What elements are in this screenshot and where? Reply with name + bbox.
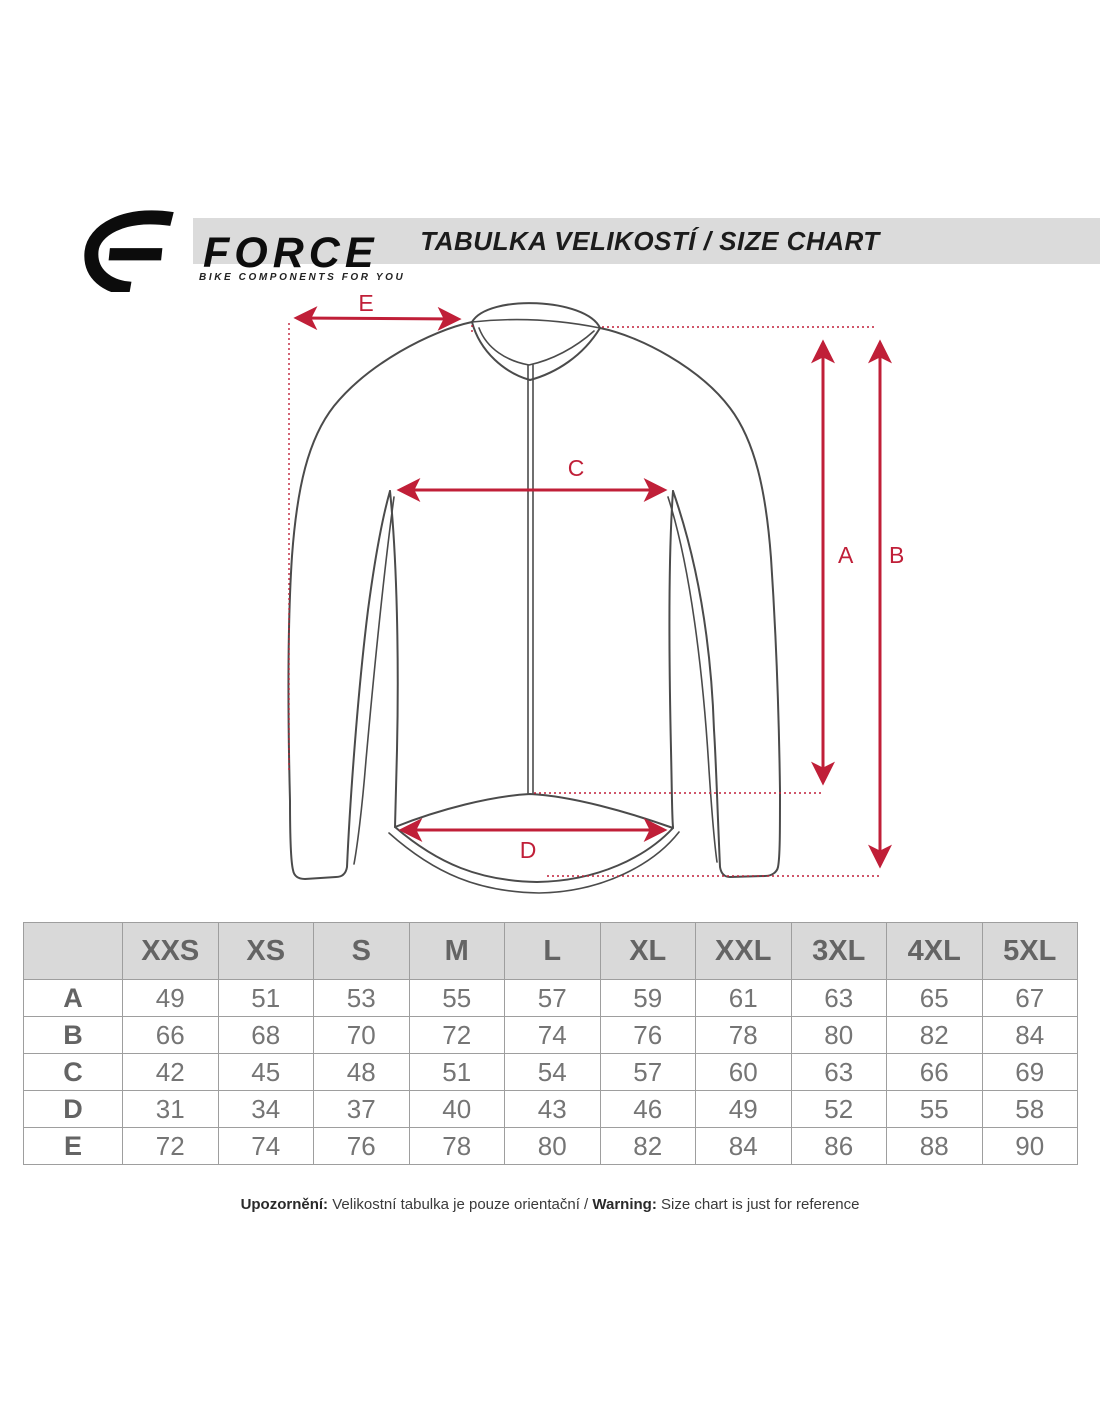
size-value-cell: 34 bbox=[217, 1090, 314, 1128]
size-value-cell: 84 bbox=[695, 1127, 792, 1165]
measurement-arrows: E C D A B bbox=[288, 290, 904, 877]
size-value-cell: 43 bbox=[504, 1090, 601, 1128]
size-value-cell: 78 bbox=[408, 1127, 505, 1165]
size-value-cell: 70 bbox=[313, 1016, 410, 1054]
size-column-header: 3XL bbox=[790, 922, 887, 980]
size-value-cell: 42 bbox=[122, 1053, 219, 1091]
row-label: D bbox=[23, 1090, 123, 1128]
brand-tagline: BIKE COMPONENTS FOR YOU bbox=[199, 272, 406, 283]
size-value-cell: 76 bbox=[599, 1016, 696, 1054]
measure-label-c: C bbox=[568, 455, 585, 481]
measurement-row: A 49 51 53 55 57 59 61 63 65 67 bbox=[23, 979, 1078, 1017]
size-value-cell: 63 bbox=[790, 979, 887, 1017]
size-value-cell: 54 bbox=[504, 1053, 601, 1091]
size-value-cell: 84 bbox=[981, 1016, 1078, 1054]
size-value-cell: 67 bbox=[981, 979, 1078, 1017]
footnote-cz-label: Upozornění: bbox=[240, 1196, 329, 1213]
size-table-header-row: XXS XS S M L XL XXL 3XL 4XL 5XL bbox=[23, 922, 1078, 980]
size-value-cell: 82 bbox=[886, 1016, 983, 1054]
page-title: TABULKA VELIKOSTÍ / SIZE CHART bbox=[420, 226, 880, 256]
row-label: A bbox=[23, 979, 123, 1017]
size-value-cell: 66 bbox=[122, 1016, 219, 1054]
measure-label-e: E bbox=[358, 290, 373, 316]
measurement-row: C 42 45 48 51 54 57 60 63 66 69 bbox=[23, 1053, 1078, 1091]
row-label: B bbox=[23, 1016, 123, 1054]
size-value-cell: 57 bbox=[504, 979, 601, 1017]
size-value-cell: 61 bbox=[695, 979, 792, 1017]
size-column-header: 5XL bbox=[981, 922, 1078, 980]
size-value-cell: 45 bbox=[217, 1053, 314, 1091]
force-logo-icon bbox=[84, 210, 174, 292]
size-value-cell: 86 bbox=[790, 1127, 887, 1165]
table-corner-cell bbox=[23, 922, 123, 980]
size-table: XXS XS S M L XL XXL 3XL 4XL 5XL A 49 51 53 55 57 59 61 63… bbox=[23, 922, 1078, 1165]
size-value-cell: 55 bbox=[886, 1090, 983, 1128]
size-value-cell: 49 bbox=[122, 979, 219, 1017]
size-value-cell: 69 bbox=[981, 1053, 1078, 1091]
arrow-e bbox=[293, 306, 462, 331]
size-value-cell: 57 bbox=[599, 1053, 696, 1091]
size-column-header: M bbox=[408, 922, 505, 980]
size-value-cell: 74 bbox=[504, 1016, 601, 1054]
size-value-cell: 59 bbox=[599, 979, 696, 1017]
size-value-cell: 37 bbox=[313, 1090, 410, 1128]
size-value-cell: 68 bbox=[217, 1016, 314, 1054]
jersey-outline bbox=[287, 302, 781, 894]
row-label: C bbox=[23, 1053, 123, 1091]
brand-name: FORCE bbox=[203, 229, 379, 277]
jersey-measurement-diagram: E C D A B bbox=[287, 290, 904, 894]
size-value-cell: 80 bbox=[504, 1127, 601, 1165]
size-column-header: 4XL bbox=[886, 922, 983, 980]
size-value-cell: 63 bbox=[790, 1053, 887, 1091]
size-value-cell: 31 bbox=[122, 1090, 219, 1128]
size-value-cell: 51 bbox=[217, 979, 314, 1017]
footnote-cz-text: Velikostní tabulka je pouze orientační / bbox=[328, 1196, 593, 1213]
size-value-cell: 53 bbox=[313, 979, 410, 1017]
footnote-en-label: Warning: bbox=[592, 1196, 657, 1213]
measure-label-a: A bbox=[838, 542, 854, 568]
size-value-cell: 60 bbox=[695, 1053, 792, 1091]
measurement-row: E 72 74 76 78 80 82 84 86 88 90 bbox=[23, 1127, 1078, 1165]
measurement-row: D 31 34 37 40 43 46 49 52 55 58 bbox=[23, 1090, 1078, 1128]
size-value-cell: 66 bbox=[886, 1053, 983, 1091]
size-value-cell: 80 bbox=[790, 1016, 887, 1054]
size-value-cell: 52 bbox=[790, 1090, 887, 1128]
row-label: E bbox=[23, 1127, 123, 1165]
size-value-cell: 65 bbox=[886, 979, 983, 1017]
size-column-header: L bbox=[504, 922, 601, 980]
size-value-cell: 58 bbox=[981, 1090, 1078, 1128]
measurement-row: B 66 68 70 72 74 76 78 80 82 84 bbox=[23, 1016, 1078, 1054]
title-bar bbox=[193, 218, 1100, 264]
size-value-cell: 82 bbox=[599, 1127, 696, 1165]
size-column-header: XXS bbox=[122, 922, 219, 980]
size-value-cell: 55 bbox=[408, 979, 505, 1017]
size-value-cell: 48 bbox=[313, 1053, 410, 1091]
size-value-cell: 40 bbox=[408, 1090, 505, 1128]
size-value-cell: 46 bbox=[599, 1090, 696, 1128]
size-value-cell: 49 bbox=[695, 1090, 792, 1128]
size-value-cell: 51 bbox=[408, 1053, 505, 1091]
measure-label-d: D bbox=[520, 837, 537, 863]
size-value-cell: 76 bbox=[313, 1127, 410, 1165]
size-value-cell: 72 bbox=[408, 1016, 505, 1054]
size-value-cell: 72 bbox=[122, 1127, 219, 1165]
size-column-header: XS bbox=[217, 922, 314, 980]
footnote: Upozornění: Velikostní tabulka je pouze … bbox=[0, 1196, 1100, 1213]
measure-label-b: B bbox=[889, 542, 904, 568]
size-column-header: S bbox=[313, 922, 410, 980]
size-value-cell: 78 bbox=[695, 1016, 792, 1054]
size-column-header: XXL bbox=[695, 922, 792, 980]
size-column-header: XL bbox=[599, 922, 696, 980]
footnote-en-text: Size chart is just for reference bbox=[656, 1196, 860, 1213]
size-value-cell: 90 bbox=[981, 1127, 1078, 1165]
size-value-cell: 88 bbox=[886, 1127, 983, 1165]
size-value-cell: 74 bbox=[217, 1127, 314, 1165]
